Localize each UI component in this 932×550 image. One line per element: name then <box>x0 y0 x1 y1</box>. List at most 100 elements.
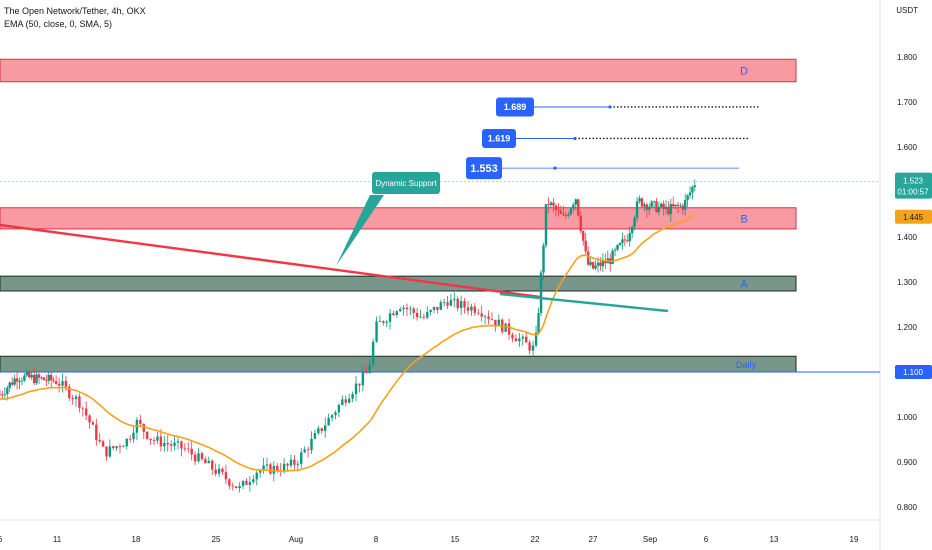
zone-label: D <box>740 66 748 78</box>
candle-body <box>618 243 622 245</box>
candle-body <box>657 206 661 213</box>
candle-body <box>303 449 306 453</box>
time-tick-label: 27 <box>589 535 598 544</box>
candle-body <box>562 213 565 216</box>
candle-body <box>118 446 122 448</box>
candle-body <box>399 309 402 312</box>
candle-body <box>635 201 639 218</box>
candle-body <box>577 199 580 216</box>
candle-body <box>183 448 187 450</box>
candle-body <box>74 396 78 400</box>
candle-body <box>221 468 224 473</box>
candle-body <box>28 372 31 378</box>
candle-body <box>47 374 50 381</box>
price-tick-label: 0.800 <box>897 503 918 512</box>
candle-body <box>50 374 53 381</box>
candle-body <box>42 377 46 381</box>
candle-body <box>269 464 272 474</box>
candle-body <box>190 448 193 455</box>
candle-body <box>537 312 540 333</box>
candle-body <box>142 423 145 432</box>
candle-body <box>429 309 432 312</box>
candle-body <box>669 204 673 215</box>
candle-body <box>567 214 570 216</box>
candle-body <box>662 203 665 210</box>
candle-body <box>176 441 180 443</box>
candle-body <box>630 226 634 234</box>
candle-body <box>265 464 269 466</box>
candle-body <box>217 468 221 474</box>
candle-body <box>518 338 521 342</box>
candle-body <box>466 307 470 311</box>
candle-body <box>655 201 658 213</box>
candle-body <box>487 316 490 320</box>
candle-body <box>211 460 214 470</box>
candle-body <box>187 448 190 450</box>
zone-label: Daily <box>736 360 757 370</box>
candle-body <box>582 230 585 241</box>
candle-body <box>105 446 108 457</box>
candle-body <box>613 249 617 251</box>
candle-body <box>286 463 289 466</box>
price-tick-label: 1.800 <box>897 53 918 62</box>
candle-body <box>71 398 74 400</box>
candle-body <box>159 436 163 447</box>
candle-body <box>586 251 590 265</box>
candle-body <box>591 262 595 269</box>
candle-body <box>262 465 265 471</box>
candle-body <box>589 262 592 265</box>
candle-body <box>412 308 415 313</box>
candle-body <box>125 438 128 447</box>
price-unit: USDT <box>896 6 918 15</box>
candle-body <box>0 394 2 396</box>
candle-body <box>564 215 568 216</box>
candle-body <box>152 440 156 441</box>
candle-body <box>15 378 19 382</box>
candle-body <box>289 459 293 466</box>
candle-body <box>272 465 276 474</box>
candle-body <box>368 364 371 374</box>
candle-body <box>392 313 395 316</box>
candle-body <box>13 378 16 385</box>
candle-body <box>415 312 419 318</box>
candle-body <box>255 472 258 480</box>
candle-body <box>514 338 518 342</box>
countdown-text: 01:00:57 <box>897 188 929 197</box>
candle-body <box>638 198 641 202</box>
candle-body <box>163 442 166 447</box>
candle-body <box>419 316 422 318</box>
candle-body <box>57 383 61 386</box>
candle-body <box>604 260 607 264</box>
candle-body <box>248 482 252 485</box>
candle-body <box>101 441 105 447</box>
candle-body <box>300 452 303 464</box>
candle-body <box>354 383 358 394</box>
candle-body <box>18 381 21 382</box>
candle-body <box>480 313 483 317</box>
candle-body <box>667 206 670 215</box>
candle-body <box>432 307 436 310</box>
candle-body <box>149 438 152 441</box>
candle-body <box>91 422 95 425</box>
time-tick-label: 13 <box>770 535 779 544</box>
candle-body <box>453 298 456 300</box>
candle-body <box>388 313 392 322</box>
zone-label: B <box>740 213 747 225</box>
candle-body <box>207 460 211 464</box>
candle-body <box>446 302 449 306</box>
candle-body <box>436 307 439 310</box>
candle-body <box>549 202 553 206</box>
time-tick-label: 18 <box>132 535 141 544</box>
candle-body <box>385 321 388 323</box>
candle-body <box>483 316 487 318</box>
candle-body <box>494 319 497 326</box>
candle-body <box>337 404 341 413</box>
candle-body <box>173 442 176 446</box>
candle-body <box>674 204 677 207</box>
candle-body <box>542 245 545 273</box>
candle-body <box>365 372 368 374</box>
time-tick-label: 11 <box>53 535 62 544</box>
candle-body <box>358 383 361 386</box>
target-label-text: 1.619 <box>488 133 511 143</box>
